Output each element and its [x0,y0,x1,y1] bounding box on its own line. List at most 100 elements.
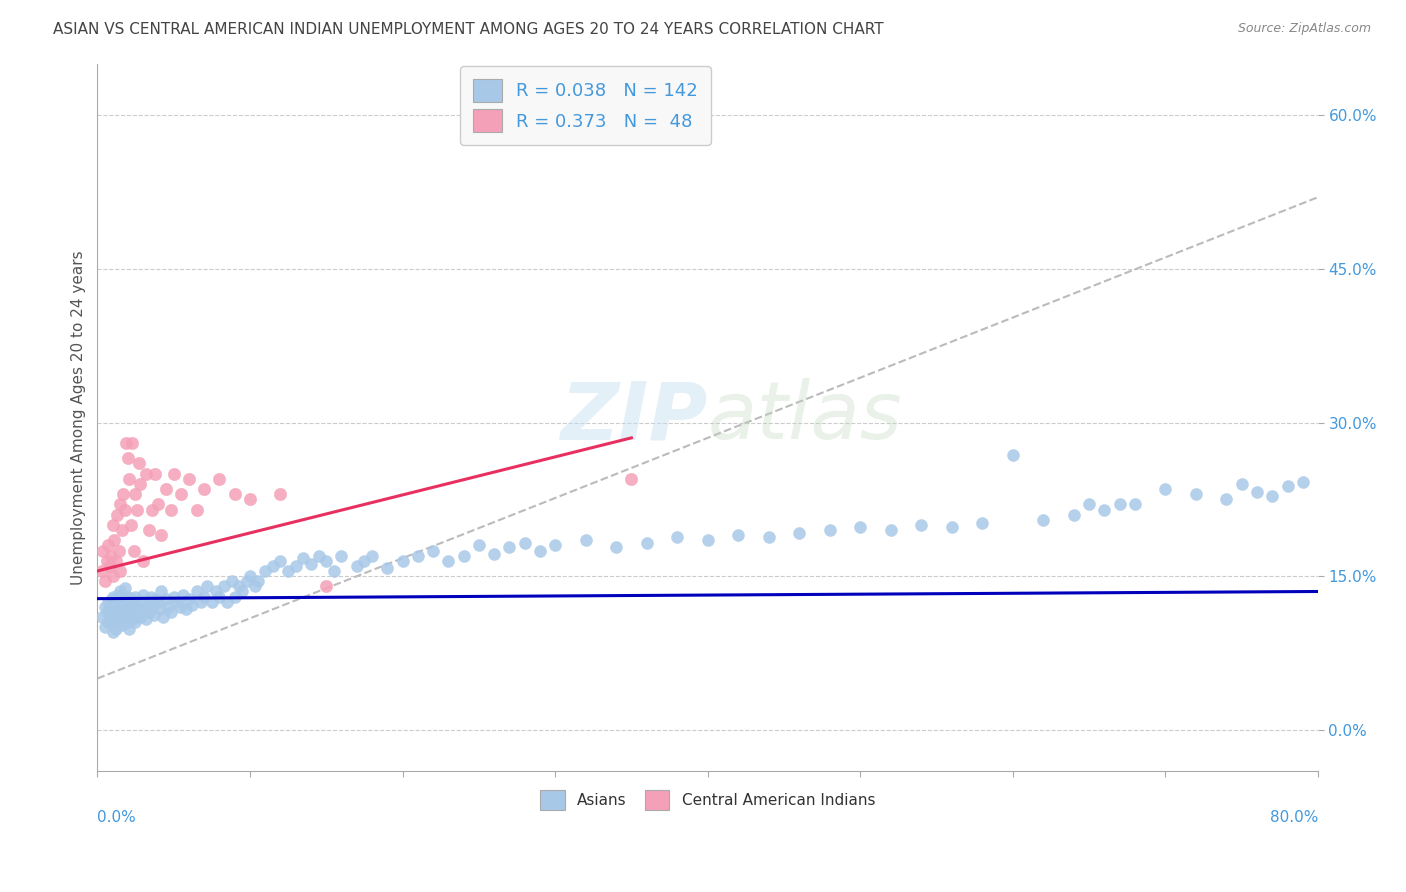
Point [129,610,152,624]
Point [110,584,132,599]
Point [94,574,117,589]
Point [134,602,156,616]
Point [117,451,139,466]
Point [239,492,262,507]
Point [1123,498,1146,512]
Point [169,599,191,614]
Point [239,569,262,583]
Point [243,579,266,593]
Point [120,591,142,606]
Point [150,584,173,599]
Point [166,595,188,609]
Text: ASIAN VS CENTRAL AMERICAN INDIAN UNEMPLOYMENT AMONG AGES 20 TO 24 YEARS CORRELAT: ASIAN VS CENTRAL AMERICAN INDIAN UNEMPLO… [53,22,884,37]
Point [143,467,166,481]
Point [163,590,186,604]
Point [141,502,163,516]
Point [118,472,141,486]
Point [114,582,136,596]
Point [103,591,125,606]
Point [1078,498,1101,512]
Point [406,549,429,563]
Point [132,588,155,602]
Point [90,610,112,624]
Text: ZIP: ZIP [561,378,707,457]
Point [114,612,136,626]
Point [575,533,598,548]
Point [121,595,143,609]
Point [101,625,124,640]
Point [128,457,150,471]
Point [544,538,567,552]
Point [170,487,193,501]
Point [103,612,125,626]
Point [149,602,172,616]
Point [1230,477,1253,491]
Point [112,591,135,606]
Point [254,564,277,578]
Point [972,516,994,530]
Point [666,530,689,544]
Point [1185,487,1208,501]
Point [818,523,841,537]
Point [224,487,246,501]
Point [322,564,344,578]
Point [128,605,150,619]
Point [136,598,159,612]
Point [190,595,212,609]
Point [636,536,658,550]
Point [110,599,132,614]
Point [121,436,143,450]
Point [98,612,121,626]
Point [605,541,627,555]
Point [236,574,259,589]
Point [346,558,368,573]
Point [110,610,132,624]
Point [215,595,238,609]
Point [148,498,170,512]
Point [120,605,142,619]
Point [177,472,200,486]
Point [148,595,170,609]
Point [101,590,124,604]
Point [104,554,127,568]
Point [498,541,520,555]
Point [299,557,322,571]
Point [120,517,142,532]
Point [118,623,141,637]
Point [155,591,177,606]
Point [1261,489,1284,503]
Point [212,579,235,593]
Point [107,588,129,602]
Point [138,523,160,537]
Point [97,595,120,609]
Point [124,615,146,630]
Point [181,598,204,612]
Point [98,558,121,573]
Point [98,602,121,616]
Point [100,549,122,563]
Point [315,554,337,568]
Point [308,549,330,563]
Point [103,533,125,548]
Point [131,595,153,609]
Point [262,558,284,573]
Point [143,591,166,606]
Point [910,517,932,532]
Point [124,487,146,501]
Point [156,599,179,614]
Point [121,612,143,626]
Point [96,554,118,568]
Point [186,584,208,599]
Point [100,608,122,623]
Point [375,561,398,575]
Point [135,467,157,481]
Point [330,549,353,563]
Point [101,569,124,583]
Point [100,598,122,612]
Point [361,549,384,563]
Point [1063,508,1085,522]
Point [110,564,132,578]
Point [391,554,413,568]
Point [104,602,127,616]
Point [174,602,197,616]
